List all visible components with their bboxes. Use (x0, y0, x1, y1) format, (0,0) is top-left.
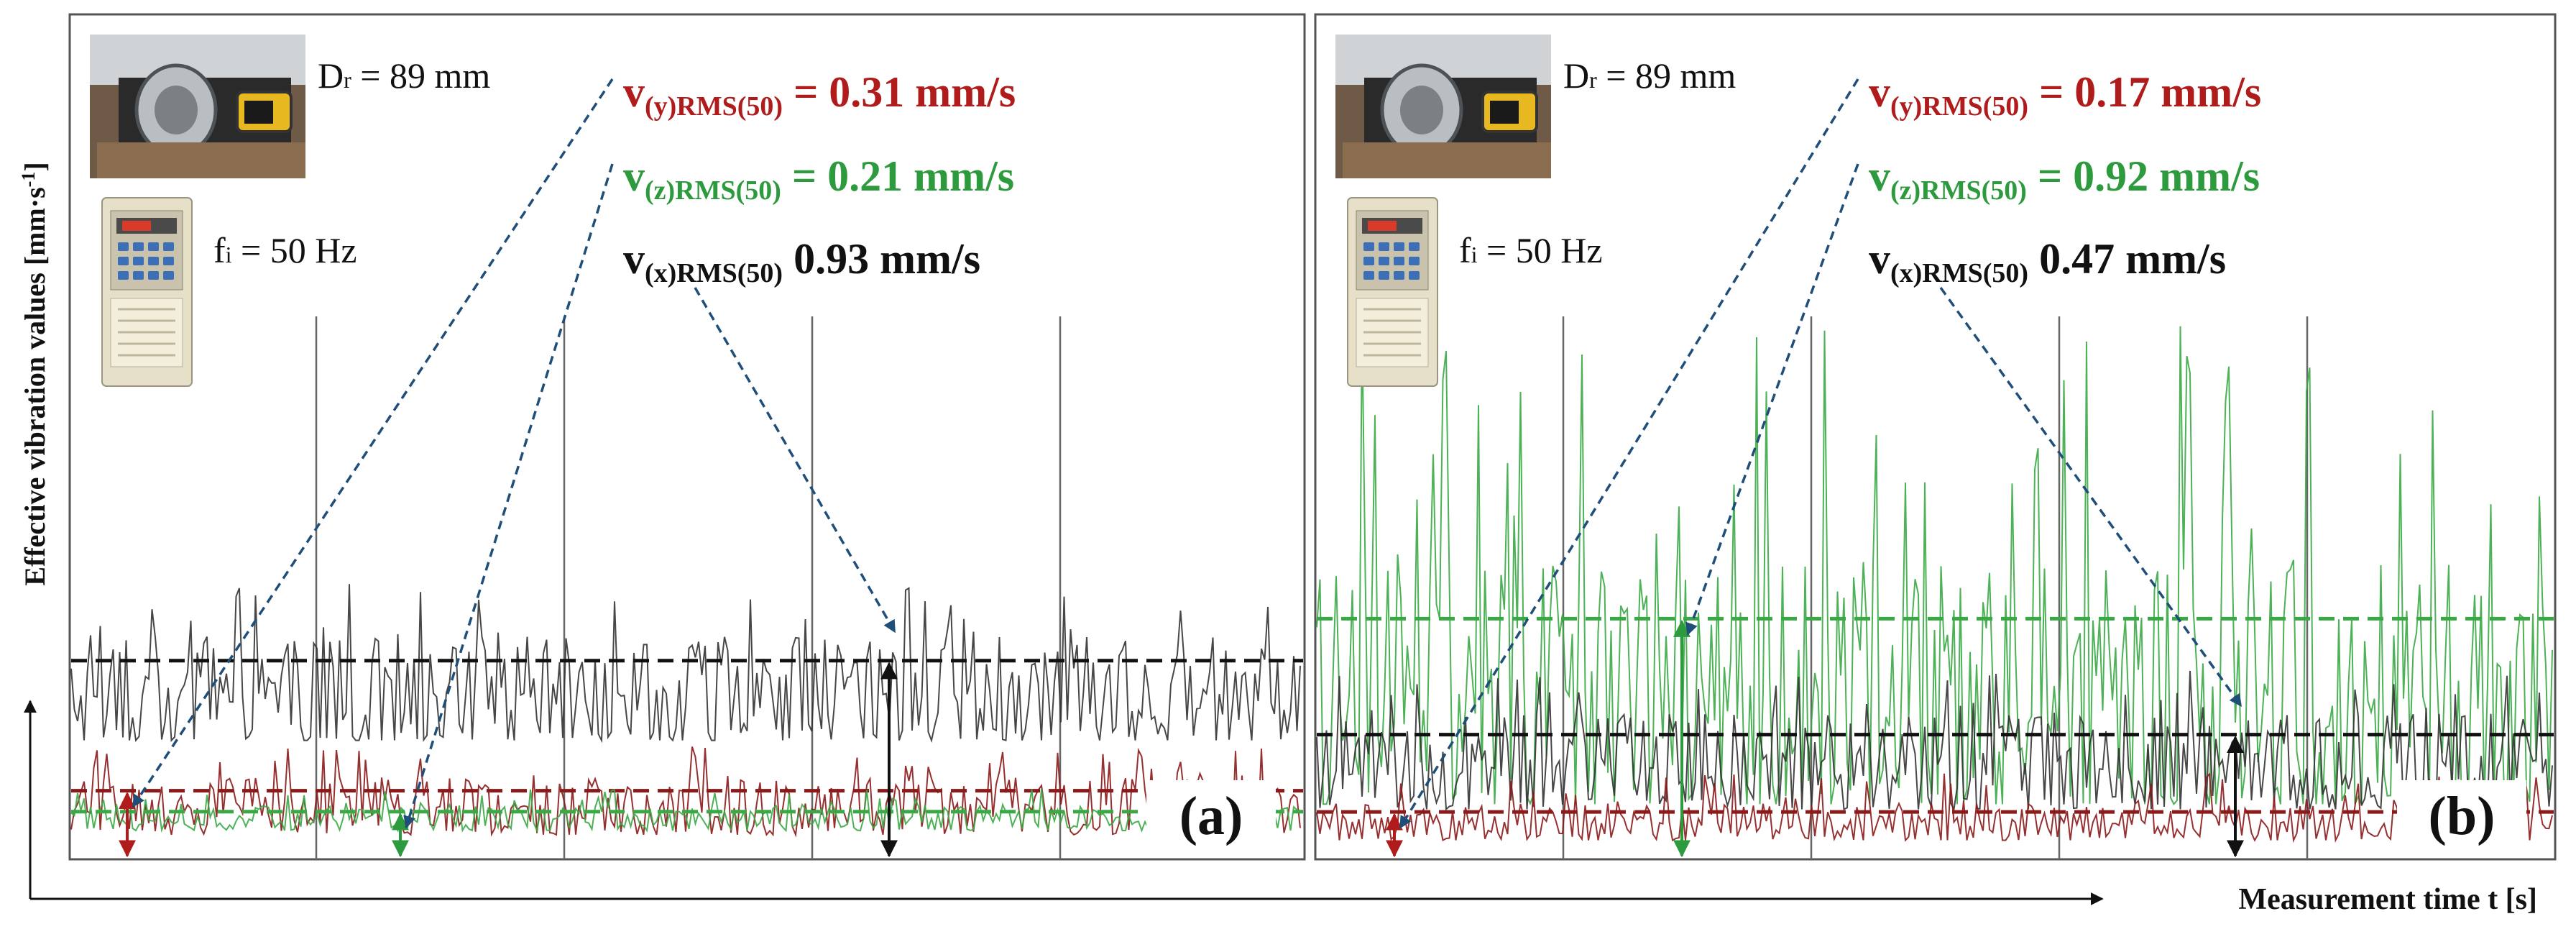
roller-frame (1343, 142, 1551, 178)
vfd-key (118, 257, 129, 265)
vfd-key (1409, 257, 1420, 265)
roller-diameter-label: Dr = 89 mm (1563, 55, 1736, 96)
rms-label-2: v(x)RMS(50) 0.93 mm/s (623, 235, 980, 288)
roller-diameter-label: Dr = 89 mm (318, 55, 490, 96)
rms-label-sub: (x)RMS(50) (1890, 258, 2028, 288)
frequency-label: fi = 50 Hz (213, 230, 357, 270)
panel-label-bg (2397, 780, 2526, 852)
panel-label: (a) (1179, 786, 1243, 846)
rms-label-sub: (z)RMS(50) (645, 175, 781, 206)
vfd-key (148, 257, 159, 265)
y-axis-label-close: ] (19, 162, 51, 171)
y-axis-label-sup: -1 (18, 172, 39, 188)
panel-label: (b) (2429, 786, 2496, 846)
rms-label-0: v(y)RMS(50) = 0.31 mm/s (623, 68, 1016, 122)
rms-label-symbol: v (623, 68, 645, 116)
roller-frame (97, 142, 305, 178)
rms-label-sub: (y)RMS(50) (1890, 91, 2028, 122)
vfd-key (1379, 271, 1389, 280)
roller-hub (155, 86, 198, 134)
vfd-key (1394, 257, 1404, 265)
frequency-sub: i (1471, 242, 1478, 267)
rms-label-sub: (z)RMS(50) (1890, 175, 2027, 206)
series-line-v(z) (1316, 321, 2553, 806)
frequency-symbol: f (1459, 230, 1471, 270)
series-line-v(y) (70, 746, 1301, 838)
frequency-symbol: f (213, 230, 226, 270)
roller-diameter-symbol: D (1563, 55, 1589, 96)
pointer-arrow-v(z) (403, 163, 614, 829)
pointer-arrow-v(y) (1399, 78, 1859, 829)
rms-label-value: = 0.31 mm/s (783, 68, 1016, 116)
rms-label-0: v(y)RMS(50) = 0.17 mm/s (1869, 68, 2261, 122)
sensor-face (244, 101, 273, 124)
roller-diameter-sub: r (344, 67, 351, 93)
rms-label-sub: (x)RMS(50) (645, 258, 783, 288)
frequency-value: = 50 Hz (232, 230, 357, 270)
vfd-key (118, 242, 129, 251)
pointer-arrow-v(z) (1685, 163, 1859, 636)
panel-label-bg (1146, 780, 1276, 852)
series-line-v(z) (70, 788, 1301, 833)
rms-label-symbol: v (1869, 152, 1890, 200)
pointer-arrow-v(x) (694, 287, 896, 634)
roller-diameter-sub: r (1589, 67, 1597, 93)
vfd-key (1409, 242, 1420, 251)
vfd-key (148, 242, 159, 251)
rms-label-sub: (y)RMS(50) (645, 91, 783, 122)
vfd-key (148, 271, 159, 280)
photo-frequency-inverter (1347, 197, 1438, 387)
vfd-key (133, 242, 144, 251)
vfd-key (1379, 242, 1389, 251)
sensor-face (1490, 101, 1519, 124)
vfd-key (1363, 271, 1374, 280)
y-axis-label: Effective vibration values [mm·s-1] (18, 162, 51, 585)
pointer-arrow-v(y) (132, 78, 614, 808)
roller-diameter-symbol: D (318, 55, 344, 96)
photo-roller (90, 35, 305, 178)
series-line-v(x) (70, 584, 1301, 744)
vfd-led (1368, 221, 1397, 231)
series-line-v(x) (1316, 670, 2553, 812)
vfd-key (1394, 242, 1404, 251)
rms-label-symbol: v (623, 152, 645, 200)
frequency-value: = 50 Hz (1478, 230, 1603, 270)
rms-label-symbol: v (1869, 68, 1890, 116)
roller-hub (1400, 86, 1443, 134)
rms-label-value: = 0.92 mm/s (2027, 152, 2260, 200)
rms-label-value: 0.93 mm/s (783, 235, 980, 283)
roller-diameter-value: = 89 mm (351, 55, 491, 96)
vfd-key (1363, 257, 1374, 265)
vfd-key (1363, 242, 1374, 251)
vfd-key (163, 242, 174, 251)
photo-frequency-inverter (101, 197, 193, 387)
vfd-key (1379, 257, 1389, 265)
rms-label-value: 0.47 mm/s (2028, 235, 2226, 283)
rms-label-symbol: v (623, 235, 645, 283)
rms-label-symbol: v (1869, 235, 1890, 283)
roller-diameter-value: = 89 mm (1597, 55, 1736, 96)
rms-label-value: = 0.21 mm/s (781, 152, 1014, 200)
vfd-key (118, 271, 129, 280)
rms-label-value: = 0.17 mm/s (2028, 68, 2261, 116)
frequency-label: fi = 50 Hz (1459, 230, 1603, 270)
x-axis-label: Measurement time t [s] (2238, 883, 2537, 916)
vfd-key (133, 257, 144, 265)
photo-roller (1335, 35, 1551, 178)
rms-label-2: v(x)RMS(50) 0.47 mm/s (1869, 235, 2226, 288)
frequency-sub: i (226, 242, 232, 267)
vfd-key (163, 271, 174, 280)
vfd-key (1394, 271, 1404, 280)
vfd-key (163, 257, 174, 265)
vfd-key (1409, 271, 1420, 280)
rms-label-1: v(z)RMS(50) = 0.21 mm/s (623, 152, 1014, 206)
vfd-key (133, 271, 144, 280)
vfd-led (122, 221, 151, 231)
rms-label-1: v(z)RMS(50) = 0.92 mm/s (1869, 152, 2260, 206)
